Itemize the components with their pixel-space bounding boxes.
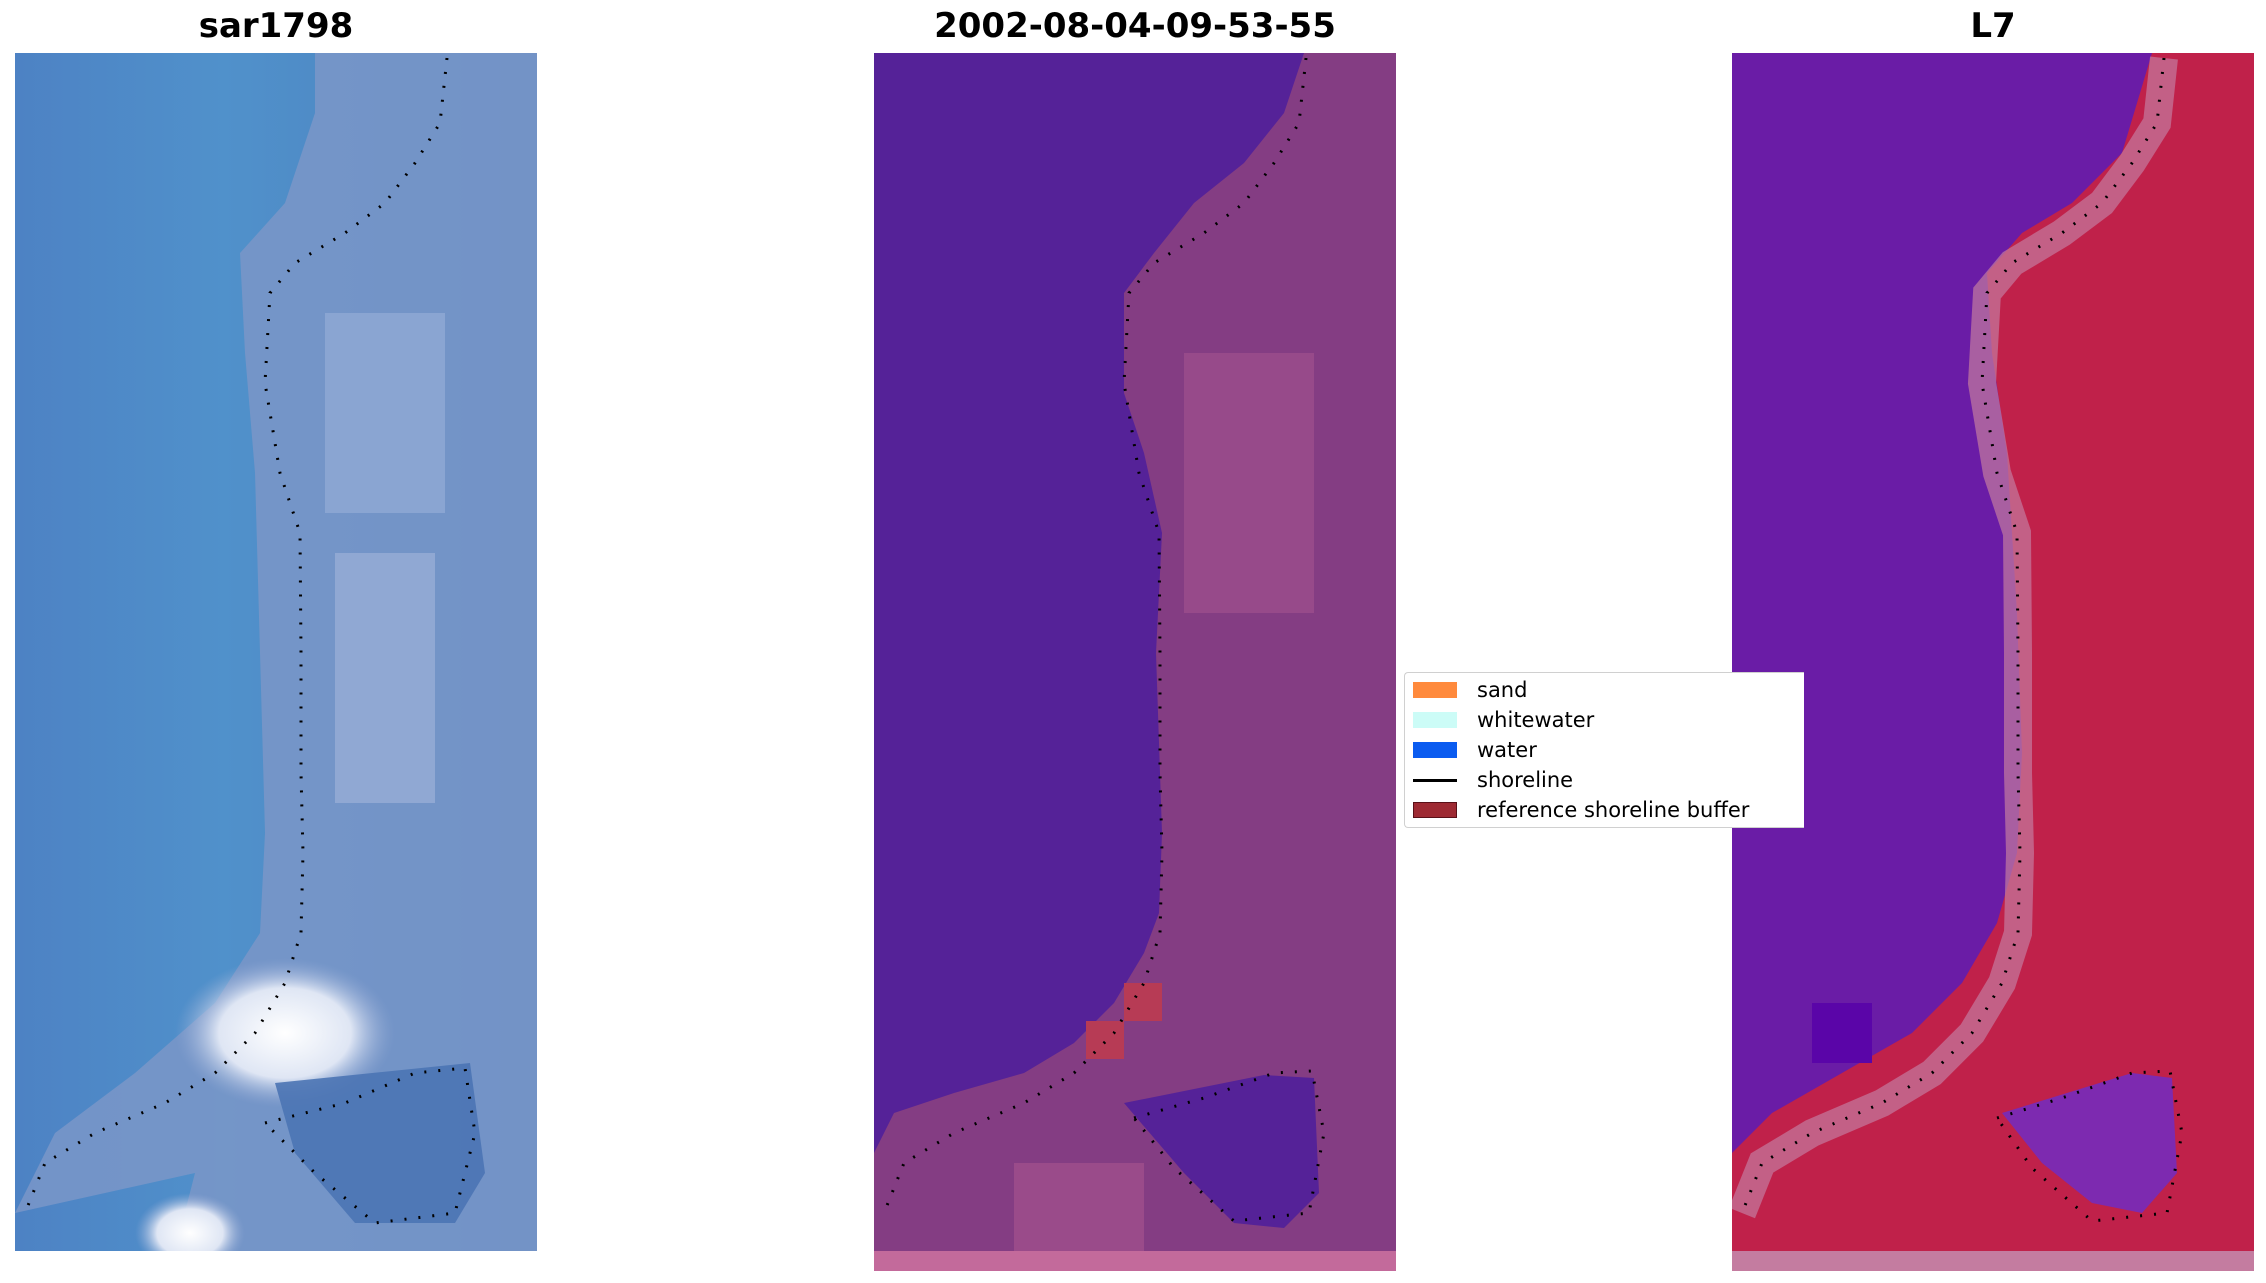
class-bottom-strip bbox=[874, 1251, 1396, 1271]
rgb-land-patch bbox=[335, 553, 435, 803]
legend-swatch-water bbox=[1413, 742, 1457, 758]
l7-land-edge bbox=[1732, 56, 2178, 1219]
rgb-lagoon bbox=[275, 1063, 485, 1223]
class-buffer bbox=[1086, 1021, 1124, 1059]
rgb-whitewater bbox=[175, 958, 395, 1108]
legend-label: water bbox=[1477, 738, 1537, 762]
l7-land bbox=[1732, 53, 2254, 1251]
panel-title-rgb: sar1798 bbox=[198, 6, 354, 46]
class-land bbox=[874, 53, 1396, 1251]
rgb-image-panel bbox=[15, 53, 537, 1251]
classification-panel bbox=[874, 53, 1396, 1271]
class-land-light bbox=[1014, 1163, 1144, 1251]
legend-item-reference-buffer: reference shoreline buffer bbox=[1413, 795, 1749, 825]
legend-swatch-reference-buffer bbox=[1413, 802, 1457, 818]
legend-item-sand: sand bbox=[1413, 675, 1527, 705]
legend-swatch-whitewater bbox=[1413, 712, 1457, 728]
class-lagoon bbox=[1124, 1075, 1319, 1228]
l7-bottom-strip bbox=[1732, 1251, 2254, 1271]
class-buffer bbox=[1124, 983, 1162, 1021]
legend-item-water: water bbox=[1413, 735, 1537, 765]
legend-swatch-shoreline bbox=[1413, 778, 1457, 782]
legend: sand whitewater water shoreline referenc… bbox=[1404, 672, 1804, 828]
legend-label: shoreline bbox=[1477, 768, 1574, 792]
legend-label: sand bbox=[1477, 678, 1528, 702]
panel-title-classification: 2002-08-04-09-53-55 bbox=[934, 6, 1336, 46]
l7-panel bbox=[1732, 53, 2254, 1271]
panel-title-l7: L7 bbox=[1970, 6, 2016, 46]
legend-label: whitewater bbox=[1477, 708, 1595, 732]
class-land-light bbox=[1184, 353, 1314, 613]
legend-label: reference shoreline buffer bbox=[1477, 798, 1750, 822]
l7-lagoon bbox=[2002, 1073, 2177, 1213]
legend-item-shoreline: shoreline bbox=[1413, 765, 1573, 795]
rgb-whitewater bbox=[135, 1193, 245, 1251]
legend-item-whitewater: whitewater bbox=[1413, 705, 1594, 735]
rgb-land-patch bbox=[325, 313, 445, 513]
legend-swatch-sand bbox=[1413, 682, 1457, 698]
l7-deep-water bbox=[1812, 1003, 1872, 1063]
